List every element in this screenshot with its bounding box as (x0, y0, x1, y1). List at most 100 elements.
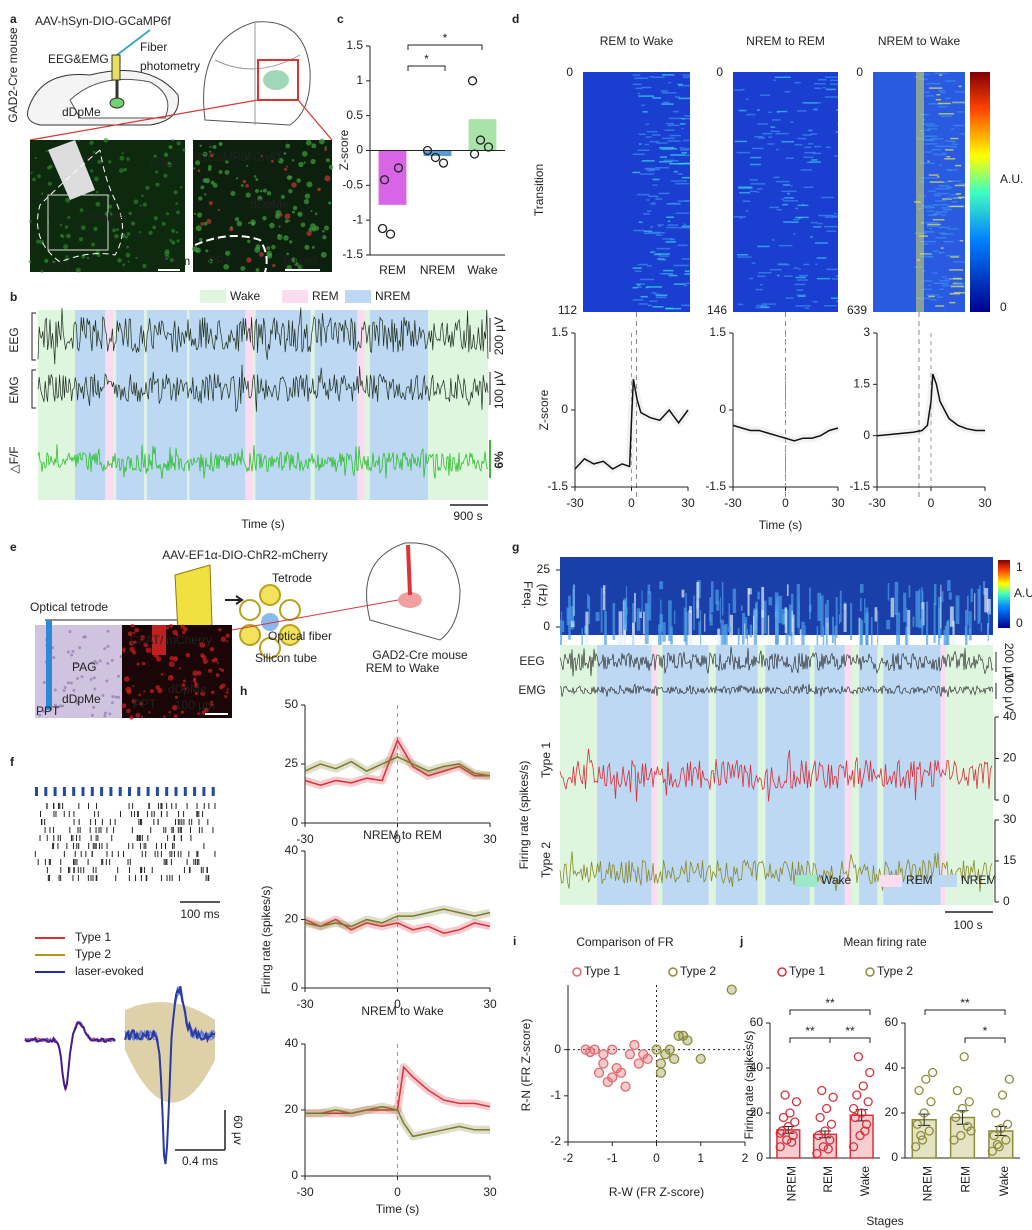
label: 20 (1003, 751, 1017, 765)
cell (108, 160, 112, 164)
heatmap-cell (760, 306, 770, 308)
y-tick-label: 40 (285, 843, 299, 857)
legend-label: Type 2 (680, 964, 716, 978)
cell (82, 635, 86, 639)
legend-label: Type 2 (877, 964, 913, 978)
label: ChAT (130, 633, 160, 647)
label: 100 μm (150, 254, 190, 268)
point (430, 152, 441, 163)
point (860, 1126, 870, 1136)
legend-swatch (345, 290, 371, 303)
cell (40, 192, 44, 195)
spectrogram-cell (820, 595, 824, 637)
spectrogram-cell (740, 605, 743, 611)
heatmap-cell (927, 128, 938, 130)
cell (131, 698, 137, 704)
y-tick-label: -1.5 (705, 479, 726, 493)
heatmap-cell (770, 126, 776, 128)
heatmap-cell (836, 300, 838, 302)
line (29, 99, 259, 141)
cell (209, 145, 212, 148)
heatmap-cell (932, 103, 936, 105)
point (791, 1097, 802, 1107)
point (992, 1139, 1003, 1150)
cell (78, 646, 82, 650)
heatmap-cell (756, 109, 760, 111)
cell (266, 250, 272, 257)
heatmap-cell (757, 275, 766, 278)
heatmap-cell (754, 135, 764, 138)
panel-letter: j (739, 934, 743, 948)
state-nrem (883, 645, 941, 905)
point (957, 1103, 968, 1114)
box (47, 194, 109, 251)
heatmap-cell (803, 263, 810, 266)
heatmap-cell (734, 89, 743, 91)
heatmap-cell (758, 137, 766, 139)
heatmap-cell (670, 154, 685, 156)
heatmap-cell (933, 282, 949, 285)
heatmap-cell (919, 240, 936, 243)
cell (126, 245, 129, 249)
point (821, 1103, 832, 1114)
spectrogram-cell (647, 591, 652, 621)
laser-pulse (183, 787, 187, 796)
heatmap-cell (794, 207, 799, 210)
y-tick-label: -2 (550, 1134, 561, 1148)
heatmap-cell (737, 256, 752, 258)
laser-pulse (211, 787, 215, 796)
cell (225, 633, 230, 638)
label: mCherry (166, 633, 212, 647)
heatmap-cell (762, 132, 773, 135)
point (467, 76, 478, 86)
heatmap-cell (760, 94, 771, 96)
cell (180, 186, 183, 189)
heatmap-cell (939, 252, 942, 254)
spectrogram-cell (947, 580, 951, 592)
label: GCaMP6f (198, 150, 251, 164)
y-tick-label: 3 (863, 325, 870, 339)
heatmap-cell (939, 91, 947, 94)
heatmap-cell (922, 243, 929, 245)
heatmap-cell (921, 205, 934, 207)
cell (95, 201, 101, 207)
spectrogram-cell (843, 603, 847, 632)
cell (226, 640, 229, 643)
spectrogram-cell (887, 583, 890, 601)
heatmap-cell (778, 244, 793, 247)
state-wake (757, 645, 766, 905)
cell (176, 239, 180, 243)
spectrogram-cell (933, 584, 937, 606)
label: Freq. (521, 581, 535, 609)
heatmap-cell (684, 270, 690, 273)
label: 0.4 ms (182, 1154, 218, 1168)
cell (194, 212, 197, 215)
spectrogram-cell (915, 590, 920, 628)
heatmap-cell (945, 278, 960, 280)
spectrogram-cell (638, 611, 642, 619)
cell (262, 188, 267, 193)
cell (105, 679, 109, 683)
cell (28, 220, 32, 223)
heatmap-cell (677, 83, 683, 86)
cell (230, 190, 236, 197)
spectrogram-cell (763, 600, 767, 634)
legend-label: REM (906, 873, 933, 887)
spectrogram-cell (696, 582, 700, 619)
laser-pulse (128, 787, 131, 796)
spectrogram-cell (968, 628, 972, 634)
label: Fiber (140, 40, 167, 54)
heatmap-cell (824, 96, 838, 98)
heatmap-cell (663, 269, 674, 272)
cell (155, 685, 160, 690)
heatmap-cell (773, 79, 776, 81)
heatmap-cell (808, 129, 813, 132)
cell (53, 703, 57, 707)
point (475, 135, 486, 145)
heatmap-cell (793, 267, 799, 269)
panel-letter: e (10, 540, 17, 554)
cell (172, 656, 178, 662)
cell (260, 154, 263, 158)
state-wake (113, 310, 117, 500)
cell (142, 263, 147, 269)
